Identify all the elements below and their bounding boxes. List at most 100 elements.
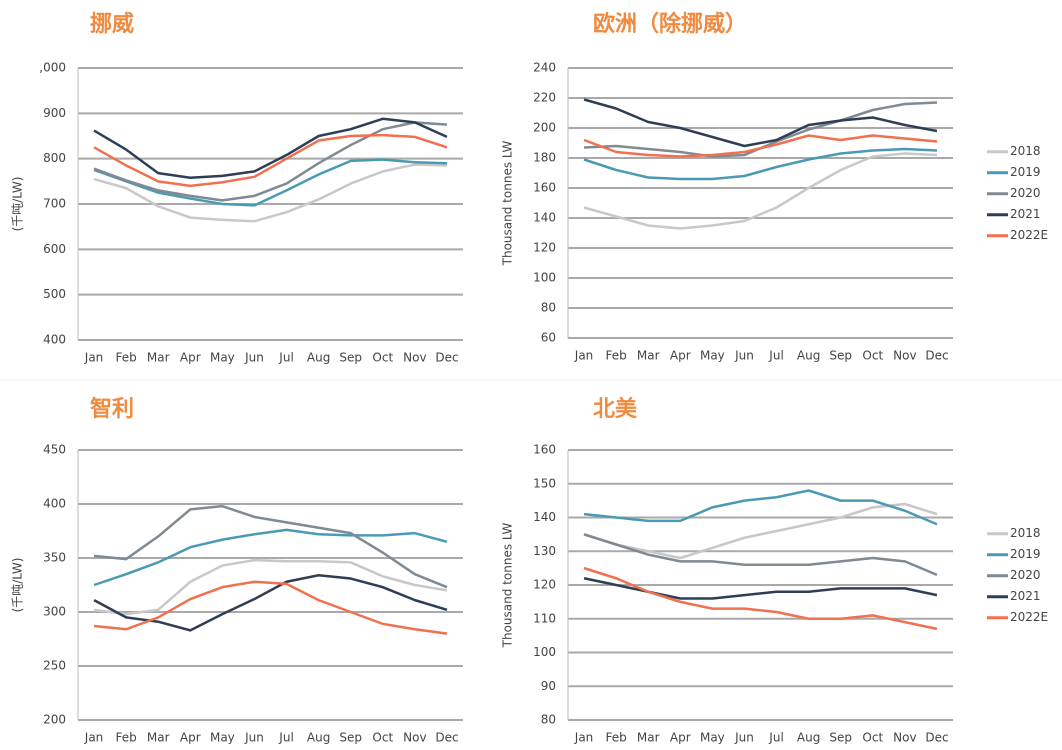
x-tick-label: Mar (637, 349, 660, 363)
series-line (93, 158, 447, 207)
x-tick-label: Jun (244, 351, 264, 365)
x-tick-label: Sep (339, 351, 362, 365)
y-tick-label: 500 (43, 287, 66, 301)
series-line (93, 558, 448, 616)
chart-title: 智利 (90, 396, 134, 422)
y-tick-label: 130 (533, 544, 556, 558)
x-tick-label: Dec (925, 349, 948, 363)
y-axis-label: (千吨/LW) (11, 177, 25, 232)
series-line (583, 533, 938, 577)
x-tick-label: Nov (403, 351, 426, 365)
chart-title: 北美 (593, 396, 638, 422)
series-line (93, 574, 448, 632)
x-tick-label: Nov (893, 349, 916, 363)
x-tick-label: Feb (116, 351, 137, 365)
series-line (93, 121, 448, 202)
legend-label: 2019 (1010, 547, 1041, 561)
x-tick-label: Aug (797, 349, 820, 363)
x-tick-label: Apr (180, 731, 201, 745)
x-tick-label: Jul (768, 349, 783, 363)
chart-title: 欧洲（除挪威） (593, 11, 747, 37)
y-tick-label: 80 (541, 301, 556, 315)
x-tick-label: Jul (278, 731, 293, 745)
x-tick-label: Sep (829, 349, 852, 363)
y-tick-label: 100 (533, 271, 556, 285)
x-tick-label: Sep (339, 731, 362, 745)
x-tick-label: Apr (180, 351, 201, 365)
x-tick-label: Jan (574, 731, 594, 745)
x-tick-label: Oct (862, 349, 883, 363)
x-tick-label: Mar (147, 731, 170, 745)
series-line (583, 98, 938, 148)
x-tick-label: Mar (637, 731, 660, 745)
series-line (93, 528, 448, 587)
legend-label: 2021 (1010, 589, 1041, 603)
x-tick-label: Aug (307, 731, 330, 745)
x-tick-label: Oct (372, 351, 393, 365)
x-tick-label: Jul (278, 351, 293, 365)
y-tick-label: 160 (533, 181, 556, 195)
x-tick-label: Jul (768, 731, 783, 745)
x-tick-label: Aug (797, 731, 820, 745)
y-tick-label: 800 (43, 151, 66, 165)
x-tick-label: Feb (606, 731, 627, 745)
y-tick-label: 400 (43, 497, 66, 511)
legend-label: 2020 (1010, 568, 1041, 582)
y-tick-label: 150 (533, 476, 556, 490)
x-tick-label: Feb (606, 349, 627, 363)
chart-title: 挪威 (90, 11, 134, 37)
y-tick-label: 180 (533, 151, 556, 165)
y-tick-label: 140 (533, 510, 556, 524)
y-axis-label: Thousand tonnes LW (501, 141, 515, 267)
y-tick-label: 900 (43, 106, 66, 120)
series-line (583, 489, 938, 526)
x-tick-label: May (210, 351, 235, 365)
y-tick-label: 240 (533, 61, 556, 75)
y-axis-label: (千吨/LW) (11, 558, 25, 613)
x-tick-label: Dec (925, 731, 948, 745)
x-tick-label: Mar (147, 351, 170, 365)
x-tick-label: Nov (893, 731, 916, 745)
series-line (583, 152, 938, 230)
x-tick-label: Jun (244, 731, 264, 745)
x-tick-label: Oct (862, 731, 883, 745)
y-tick-label: 200 (43, 713, 66, 727)
x-tick-label: Apr (670, 349, 691, 363)
legend-label: 2018 (1010, 144, 1041, 158)
y-tick-label: 700 (43, 197, 66, 211)
y-tick-label: 160 (533, 443, 556, 457)
x-tick-label: Dec (435, 351, 458, 365)
legend-label: 2022E (1010, 610, 1048, 624)
series-line (583, 502, 938, 560)
x-tick-label: Nov (403, 731, 426, 745)
x-tick-label: Aug (307, 351, 330, 365)
series-line (93, 117, 448, 179)
x-tick-label: Apr (670, 731, 691, 745)
y-tick-label: 100 (533, 645, 556, 659)
x-tick-label: Dec (435, 731, 458, 745)
x-tick-label: Jan (84, 351, 104, 365)
series-line (583, 147, 938, 181)
y-tick-label: 450 (43, 443, 66, 457)
x-tick-label: Jan (84, 731, 104, 745)
y-tick-label: 110 (533, 611, 556, 625)
legend-label: 2022E (1010, 228, 1048, 242)
y-tick-label: 80 (541, 713, 556, 727)
y-tick-label: 200 (533, 121, 556, 135)
series-line (93, 163, 447, 223)
y-tick-label: 400 (43, 333, 66, 347)
x-tick-label: Jun (734, 731, 754, 745)
series-line (93, 504, 448, 589)
series-line (93, 580, 448, 635)
x-tick-label: Sep (829, 731, 852, 745)
series-line (583, 134, 938, 158)
x-tick-label: Feb (116, 731, 137, 745)
x-tick-label: Oct (372, 731, 393, 745)
x-tick-label: Jun (734, 349, 754, 363)
y-tick-label: 120 (533, 241, 556, 255)
x-tick-label: May (210, 731, 235, 745)
y-tick-label: 220 (533, 91, 556, 105)
y-tick-label: 120 (533, 578, 556, 592)
legend-label: 2021 (1010, 207, 1041, 221)
